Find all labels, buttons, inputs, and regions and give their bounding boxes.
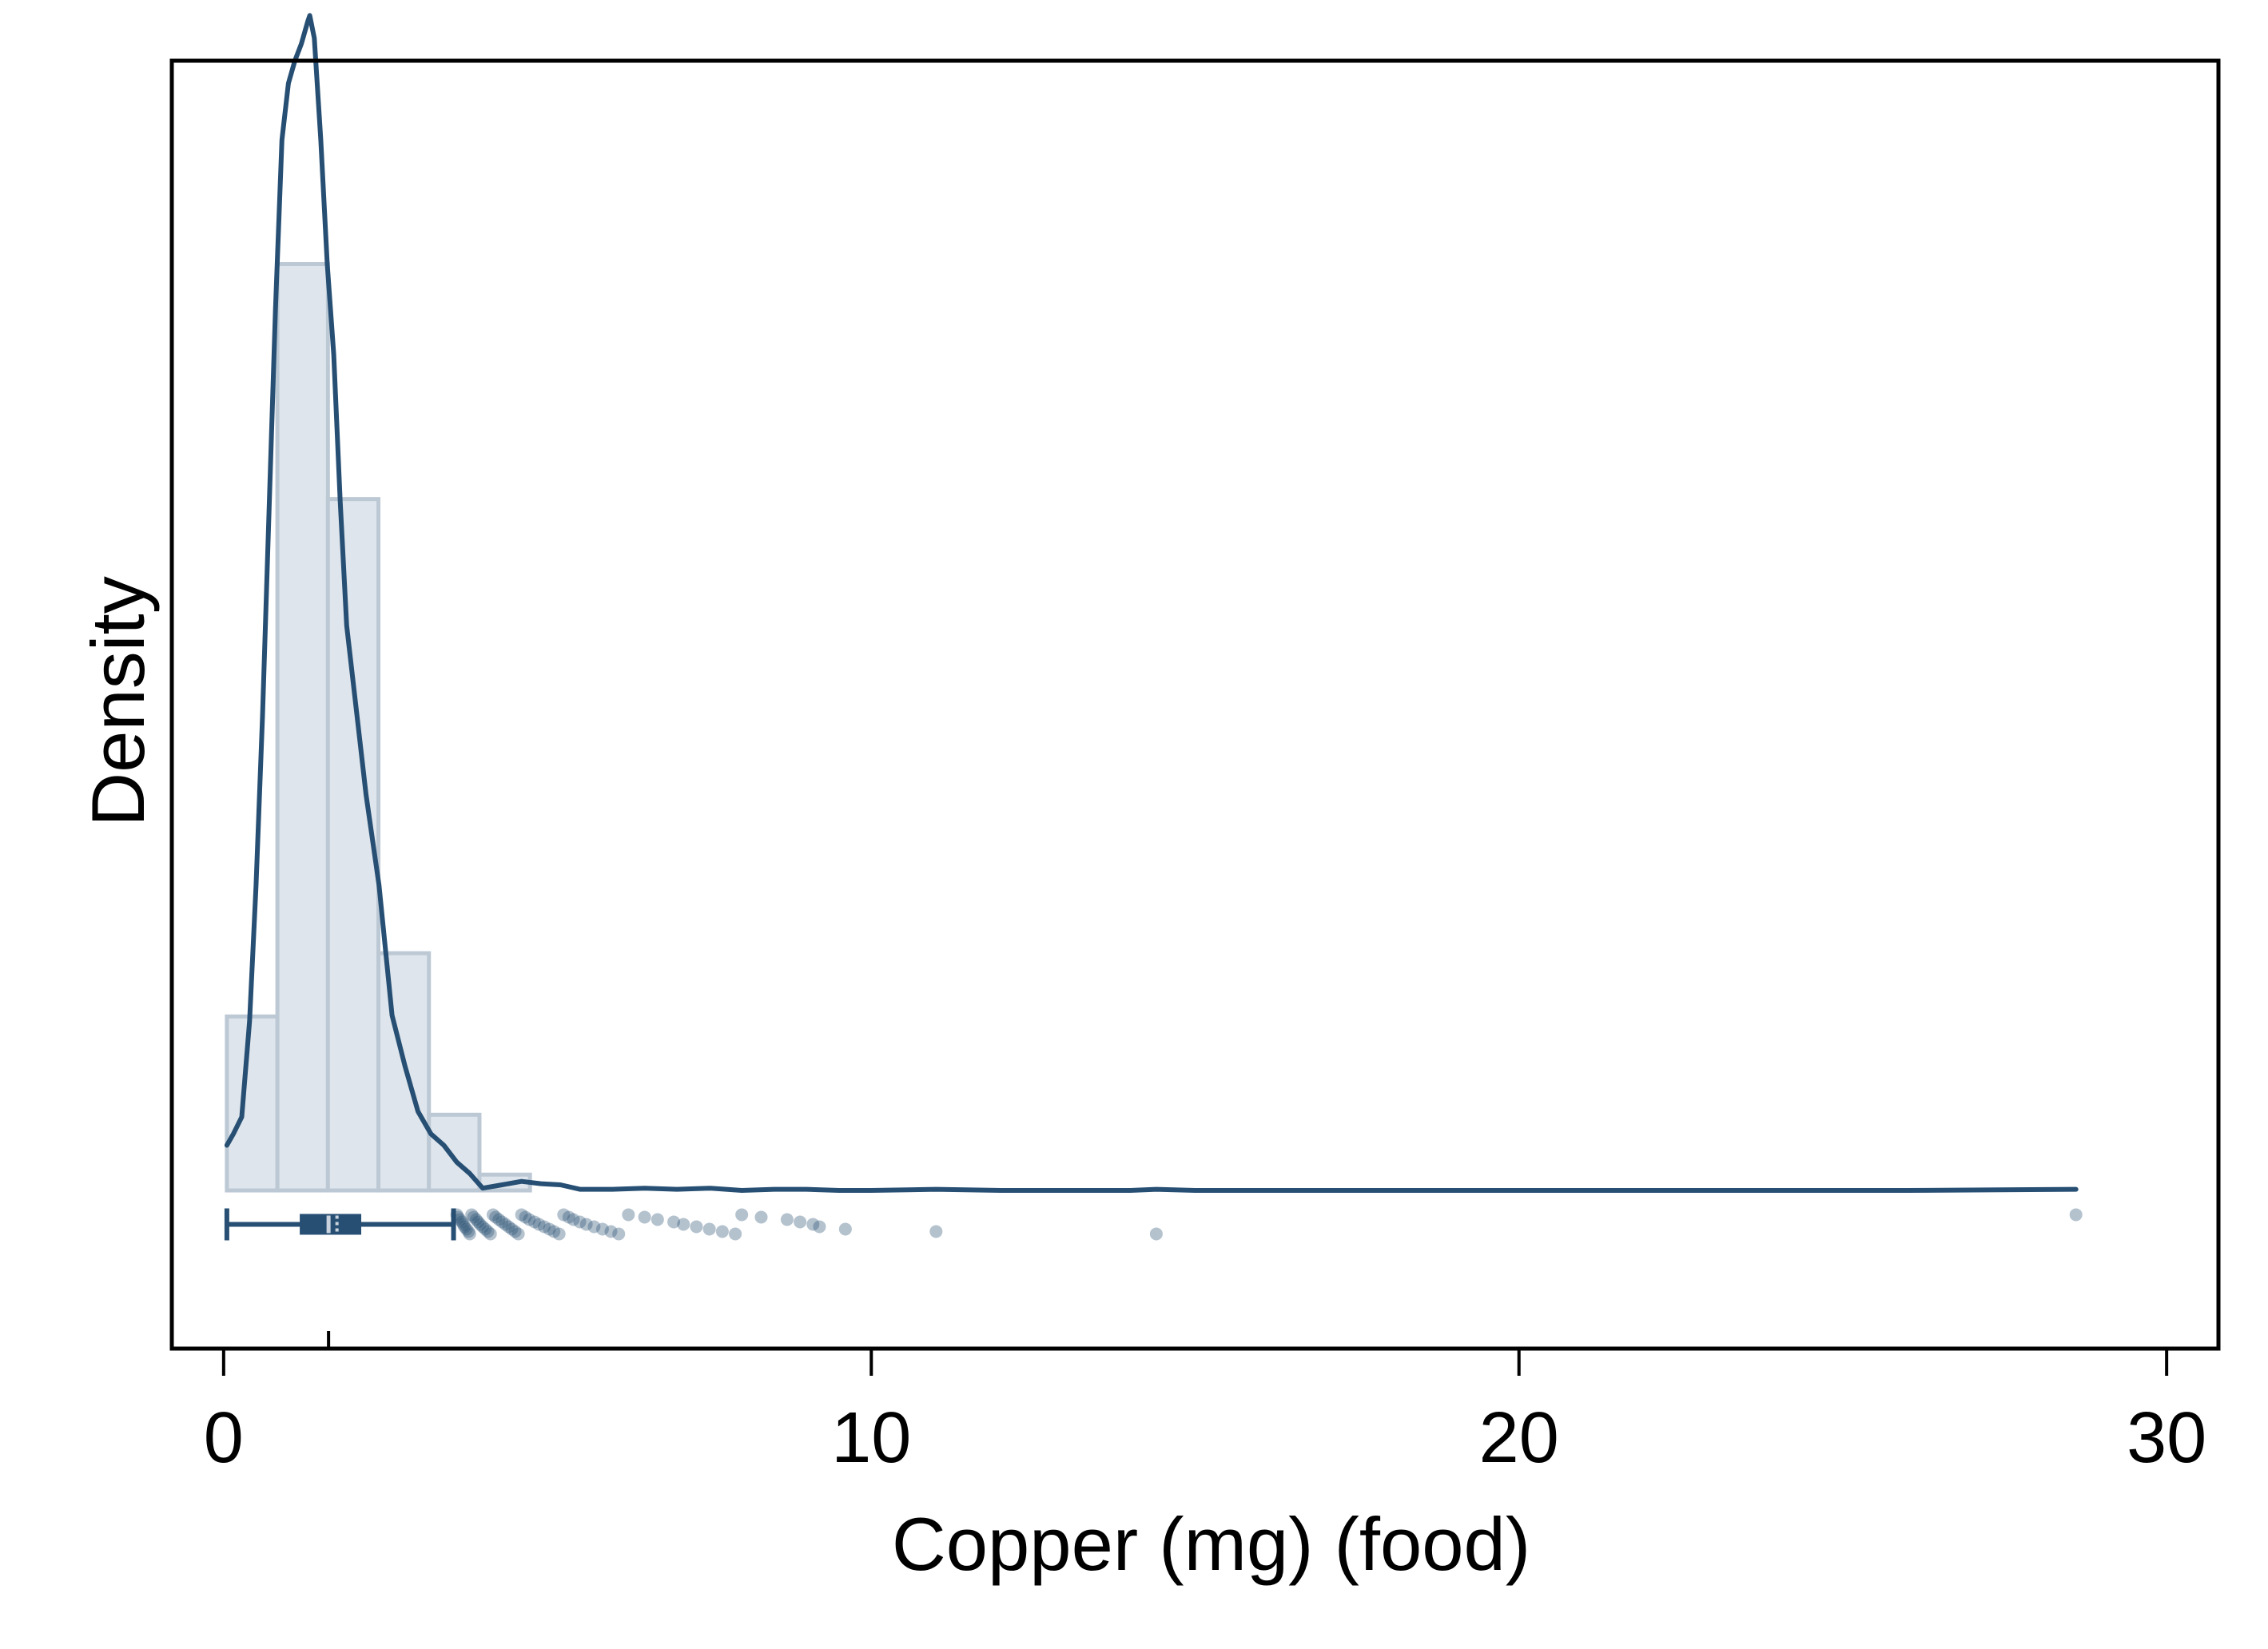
outlier-point — [579, 1218, 593, 1231]
outlier-point — [467, 1210, 480, 1224]
outlier-point — [735, 1208, 749, 1222]
outlier-point — [929, 1225, 943, 1238]
outlier-point — [754, 1210, 768, 1224]
kde-line — [224, 13, 2079, 1193]
outlier-point — [595, 1222, 609, 1236]
outlier-point — [2069, 1208, 2083, 1222]
outlier-point — [453, 1213, 467, 1226]
outlier-point — [456, 1218, 470, 1231]
outlier-point — [502, 1220, 515, 1234]
outlier-point — [456, 1215, 469, 1229]
outlier-point — [479, 1222, 492, 1236]
outlier-point — [567, 1213, 580, 1226]
histogram-bars — [225, 262, 532, 1193]
outlier-point — [499, 1218, 512, 1231]
y-axis-title: Density — [76, 576, 160, 826]
outlier-point — [452, 1210, 465, 1224]
outlier-point — [1149, 1227, 1163, 1241]
outlier-point — [638, 1210, 651, 1224]
outlier-point — [483, 1227, 497, 1241]
histogram-bar — [275, 262, 330, 1193]
kde-layer — [224, 13, 2079, 1193]
outlier-point — [573, 1215, 587, 1229]
x-axis-title: Copper (mg) (food) — [892, 1502, 1530, 1586]
outlier-point — [677, 1218, 690, 1231]
x-tick-label: 0 — [204, 1398, 244, 1478]
outlier-point — [806, 1218, 820, 1231]
histogram-bar — [225, 1014, 280, 1193]
histogram-bar — [376, 951, 432, 1193]
outlier-point — [562, 1210, 575, 1224]
outlier-point — [489, 1210, 503, 1224]
outlier-point — [505, 1222, 519, 1236]
outlier-point — [690, 1220, 703, 1234]
outlier-point — [469, 1213, 483, 1226]
outlier-point — [519, 1210, 532, 1224]
outlier-point — [450, 1208, 464, 1222]
outlier-point — [532, 1218, 546, 1231]
x-tick-label: 10 — [831, 1398, 911, 1478]
boxplot-layer — [224, 1208, 456, 1349]
x-axis: 0 10 20 30 — [204, 1349, 2206, 1478]
outlier-point — [715, 1225, 729, 1238]
outlier-point — [702, 1222, 716, 1236]
outlier-point — [587, 1220, 601, 1234]
outlier-point — [538, 1220, 551, 1234]
outlier-points — [450, 1208, 2083, 1241]
outlier-point — [780, 1213, 794, 1226]
outlier-point — [543, 1222, 556, 1236]
outlier-point — [465, 1208, 479, 1222]
outlier-point — [838, 1222, 852, 1236]
x-tick-label: 30 — [2127, 1398, 2206, 1478]
outlier-point — [508, 1225, 522, 1238]
x-tick-label: 20 — [1479, 1398, 1559, 1478]
outlier-point — [472, 1215, 485, 1229]
outlier-point — [495, 1215, 509, 1229]
outlier-point — [651, 1213, 664, 1226]
outlier-point — [511, 1227, 525, 1241]
outlier-point — [523, 1213, 536, 1226]
outlier-point — [463, 1227, 476, 1241]
histogram-bar — [325, 497, 381, 1193]
outlier-point — [460, 1222, 473, 1236]
outlier-point — [557, 1208, 571, 1222]
outlier-point — [481, 1225, 495, 1238]
outlier-point — [667, 1215, 681, 1229]
outlier-point — [515, 1208, 528, 1222]
plot-frame — [169, 58, 2221, 1351]
outlier-point — [622, 1208, 635, 1222]
outlier-point — [486, 1208, 499, 1222]
outlier-point — [492, 1213, 506, 1226]
outlier-point — [813, 1220, 826, 1234]
outlier-point — [527, 1215, 541, 1229]
outlier-point — [552, 1227, 566, 1241]
outlier-point — [612, 1227, 626, 1241]
outlier-point — [729, 1227, 742, 1241]
outlier-point — [794, 1215, 807, 1229]
outlier-point — [476, 1220, 490, 1234]
outlier-point — [547, 1225, 561, 1238]
outlier-point — [604, 1225, 618, 1238]
outlier-point — [458, 1220, 472, 1234]
outlier-point — [462, 1225, 475, 1238]
outlier-point — [473, 1218, 487, 1231]
